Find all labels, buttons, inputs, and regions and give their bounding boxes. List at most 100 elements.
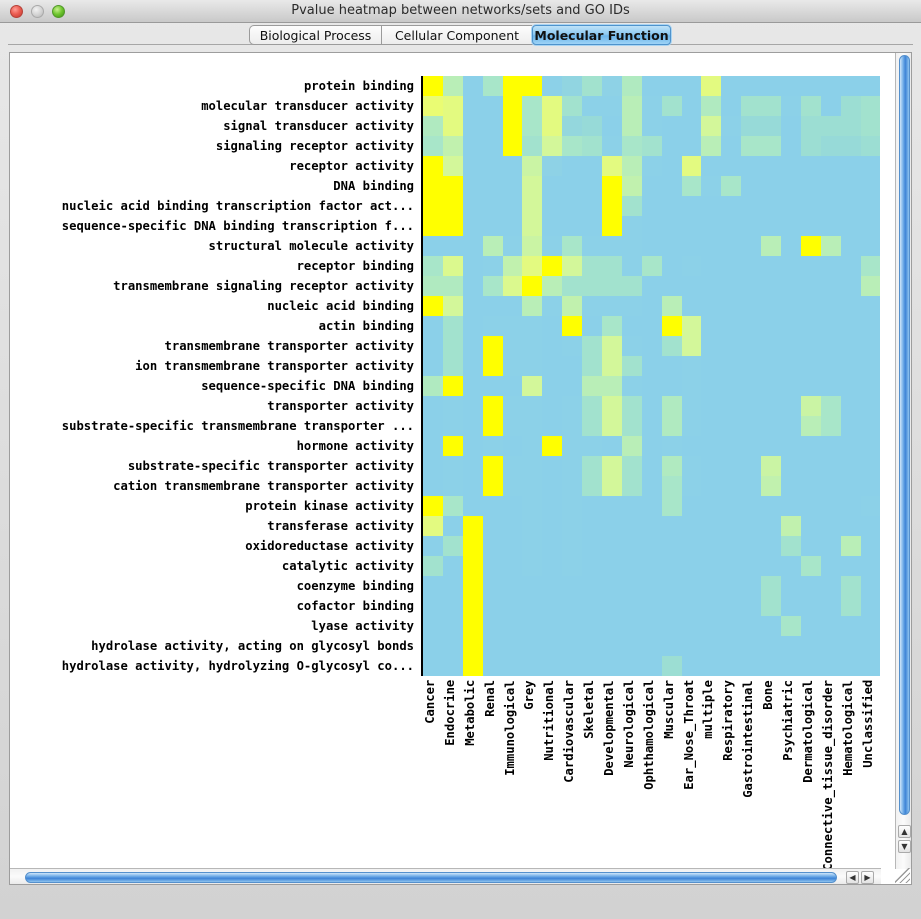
heatmap-cell[interactable] <box>502 376 523 396</box>
heatmap-cell[interactable] <box>542 96 563 116</box>
heatmap-cell[interactable] <box>820 616 841 636</box>
heatmap-cell[interactable] <box>840 356 861 376</box>
heatmap-cell[interactable] <box>820 196 841 216</box>
heatmap-cell[interactable] <box>621 396 642 416</box>
heatmap-cell[interactable] <box>582 156 603 176</box>
heatmap-cell[interactable] <box>442 636 463 656</box>
heatmap-cell[interactable] <box>741 76 762 96</box>
heatmap-cell[interactable] <box>641 256 662 276</box>
heatmap-cell[interactable] <box>781 316 801 336</box>
heatmap-cell[interactable] <box>860 456 881 476</box>
heatmap-cell[interactable] <box>820 216 841 236</box>
heatmap-cell[interactable] <box>542 456 563 476</box>
heatmap-cell[interactable] <box>562 156 583 176</box>
heatmap-cell[interactable] <box>602 516 622 536</box>
heatmap-cell[interactable] <box>741 636 762 656</box>
scroll-up-icon[interactable]: ▲ <box>898 825 911 838</box>
heatmap-cell[interactable] <box>781 656 801 676</box>
heatmap-cell[interactable] <box>800 156 821 176</box>
heatmap-cell[interactable] <box>522 496 543 516</box>
heatmap-cell[interactable] <box>681 276 702 296</box>
heatmap-cell[interactable] <box>761 396 782 416</box>
heatmap-cell[interactable] <box>661 156 682 176</box>
heatmap-cell[interactable] <box>721 316 742 336</box>
heatmap-cell[interactable] <box>860 596 881 616</box>
heatmap-cell[interactable] <box>701 216 722 236</box>
heatmap-cell[interactable] <box>462 176 483 196</box>
heatmap-cell[interactable] <box>602 616 622 636</box>
heatmap-cell[interactable] <box>741 276 762 296</box>
heatmap-cell[interactable] <box>781 476 801 496</box>
heatmap-cell[interactable] <box>562 276 583 296</box>
heatmap-cell[interactable] <box>522 336 543 356</box>
heatmap-cell[interactable] <box>800 256 821 276</box>
heatmap-cell[interactable] <box>621 436 642 456</box>
heatmap-cell[interactable] <box>562 336 583 356</box>
heatmap-cell[interactable] <box>860 656 881 676</box>
heatmap-cell[interactable] <box>741 416 762 436</box>
heatmap-cell[interactable] <box>800 76 821 96</box>
heatmap-cell[interactable] <box>800 396 821 416</box>
heatmap-cell[interactable] <box>482 636 503 656</box>
heatmap-cell[interactable] <box>701 176 722 196</box>
heatmap-cell[interactable] <box>681 536 702 556</box>
heatmap-cell[interactable] <box>562 236 583 256</box>
heatmap-cell[interactable] <box>522 536 543 556</box>
heatmap-cell[interactable] <box>621 576 642 596</box>
heatmap-cell[interactable] <box>741 96 762 116</box>
heatmap-cell[interactable] <box>800 636 821 656</box>
heatmap-cell[interactable] <box>641 656 662 676</box>
heatmap-cell[interactable] <box>681 376 702 396</box>
heatmap-cell[interactable] <box>781 456 801 476</box>
heatmap-cell[interactable] <box>602 396 622 416</box>
heatmap-cell[interactable] <box>641 376 662 396</box>
heatmap-cell[interactable] <box>442 156 463 176</box>
heatmap-cell[interactable] <box>582 356 603 376</box>
heatmap-cell[interactable] <box>462 316 483 336</box>
heatmap-cell[interactable] <box>482 356 503 376</box>
heatmap-cell[interactable] <box>502 616 523 636</box>
heatmap-cell[interactable] <box>800 536 821 556</box>
heatmap-cell[interactable] <box>502 136 523 156</box>
heatmap-cell[interactable] <box>840 196 861 216</box>
heatmap-cell[interactable] <box>522 656 543 676</box>
heatmap-cell[interactable] <box>582 196 603 216</box>
heatmap-cell[interactable] <box>701 276 722 296</box>
heatmap-cell[interactable] <box>860 416 881 436</box>
heatmap-cell[interactable] <box>681 136 702 156</box>
heatmap-cell[interactable] <box>641 236 662 256</box>
heatmap-cell[interactable] <box>542 296 563 316</box>
heatmap-cell[interactable] <box>641 436 662 456</box>
heatmap-cell[interactable] <box>840 96 861 116</box>
heatmap-cell[interactable] <box>721 536 742 556</box>
heatmap-cell[interactable] <box>502 596 523 616</box>
heatmap-cell[interactable] <box>542 596 563 616</box>
heatmap-cell[interactable] <box>860 216 881 236</box>
scroll-right-icon[interactable]: ▶ <box>861 871 874 884</box>
heatmap-cell[interactable] <box>522 436 543 456</box>
heatmap-cell[interactable] <box>800 316 821 336</box>
heatmap-cell[interactable] <box>602 316 622 336</box>
heatmap-cell[interactable] <box>661 316 682 336</box>
heatmap-cell[interactable] <box>641 596 662 616</box>
heatmap-cell[interactable] <box>442 76 463 96</box>
heatmap-cell[interactable] <box>840 576 861 596</box>
heatmap-cell[interactable] <box>661 276 682 296</box>
heatmap-cell[interactable] <box>482 196 503 216</box>
heatmap-cell[interactable] <box>681 216 702 236</box>
heatmap-cell[interactable] <box>800 336 821 356</box>
heatmap-cell[interactable] <box>701 136 722 156</box>
heatmap-cell[interactable] <box>582 596 603 616</box>
heatmap-cell[interactable] <box>522 356 543 376</box>
heatmap-cell[interactable] <box>661 96 682 116</box>
heatmap-cell[interactable] <box>761 216 782 236</box>
heatmap-cell[interactable] <box>761 256 782 276</box>
heatmap-cell[interactable] <box>641 356 662 376</box>
heatmap-cell[interactable] <box>542 496 563 516</box>
heatmap-cell[interactable] <box>681 556 702 576</box>
heatmap-cell[interactable] <box>522 596 543 616</box>
heatmap-cell[interactable] <box>721 256 742 276</box>
heatmap-cell[interactable] <box>681 236 702 256</box>
heatmap-cell[interactable] <box>701 496 722 516</box>
heatmap-cell[interactable] <box>482 616 503 636</box>
